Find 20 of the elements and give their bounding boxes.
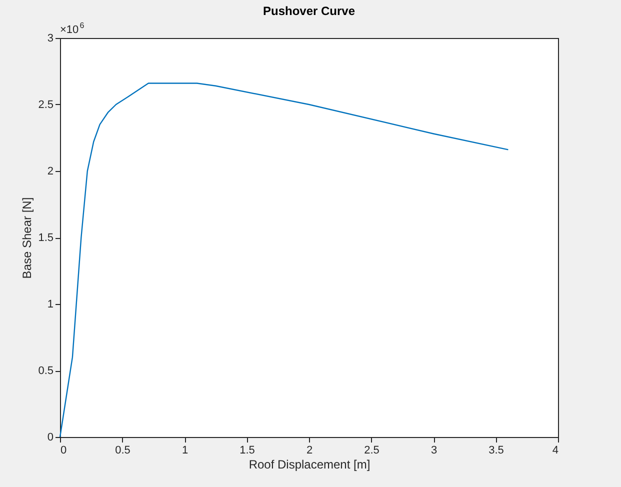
chart-title: Pushover Curve (262, 4, 356, 18)
y-tick-label: 1.5 (38, 232, 54, 244)
x-tick-label: 0.5 (115, 444, 130, 456)
line-series (59, 82, 509, 438)
x-tick-label: 3.5 (488, 444, 504, 456)
y-tick-label: 2.5 (38, 99, 54, 111)
x-tick-label: 4 (552, 444, 558, 456)
y-tick-label: 2 (47, 166, 54, 178)
x-axis-title: Roof Displacement [m] (248, 458, 370, 472)
x-tick-label: 1.5 (240, 444, 255, 456)
x-tick-label: 2 (306, 444, 313, 456)
y-tick-label: 3 (47, 32, 54, 44)
y-tick-label: 1 (47, 298, 54, 310)
x-tick-label: 0 (60, 444, 67, 456)
x-tick-label: 1 (182, 444, 188, 456)
y-tick-label: 0.5 (38, 365, 54, 377)
x-tick-label: 3 (430, 444, 438, 456)
y-axis-title: Base Shear [N] (20, 197, 34, 279)
x-tick-label: 2.5 (364, 444, 380, 456)
y-tick-label: 0 (47, 432, 54, 444)
